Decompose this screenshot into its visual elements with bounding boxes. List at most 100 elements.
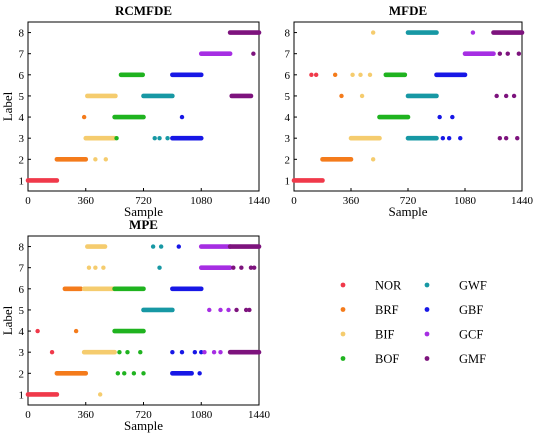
legend-label: GMF xyxy=(459,352,486,366)
data-point xyxy=(199,349,204,355)
y-tick-label: 1 xyxy=(19,175,25,187)
data-point xyxy=(247,307,252,313)
series-bif xyxy=(81,244,117,397)
legend-marker xyxy=(424,356,430,361)
y-tick-label: 7 xyxy=(19,49,25,61)
y-tick-label: 7 xyxy=(19,263,25,275)
y-tick-label: 6 xyxy=(19,284,25,296)
legend-item-bof: BOF xyxy=(340,352,399,366)
y-axis-label: Label xyxy=(0,91,15,121)
data-point xyxy=(165,135,170,141)
data-point xyxy=(179,349,185,355)
series-bif xyxy=(348,30,382,162)
y-tick-label: 6 xyxy=(19,70,25,82)
data-point xyxy=(125,349,130,355)
y-tick-label: 1 xyxy=(19,389,25,401)
data-point xyxy=(239,265,244,270)
data-point xyxy=(101,265,106,270)
data-point xyxy=(207,307,212,313)
legend-marker xyxy=(340,331,346,337)
x-tick-label: 720 xyxy=(135,195,152,207)
data-point xyxy=(35,328,40,334)
legend-item-gmf: GMF xyxy=(424,352,486,366)
legend-marker xyxy=(340,282,346,288)
series-gmf xyxy=(491,30,525,141)
y-tick-label: 2 xyxy=(19,154,25,166)
series-gbf xyxy=(170,72,204,141)
series-nor xyxy=(291,72,325,183)
data-point xyxy=(218,307,223,313)
data-point xyxy=(358,72,363,78)
data-point xyxy=(339,93,344,99)
x-tick-label: 360 xyxy=(78,195,95,207)
y-tick-label: 4 xyxy=(19,326,25,338)
data-point xyxy=(231,265,236,270)
data-point xyxy=(170,349,175,355)
legend-label: BOF xyxy=(375,352,399,366)
y-tick-label: 5 xyxy=(19,91,25,103)
data-point xyxy=(81,114,87,120)
legend-label: GCF xyxy=(459,328,483,342)
plot-frame xyxy=(27,235,260,406)
data-point xyxy=(515,135,520,141)
data-point xyxy=(179,114,185,120)
data-point xyxy=(367,72,373,78)
data-point xyxy=(503,135,509,141)
x-tick-label: 360 xyxy=(78,409,95,421)
data-point xyxy=(73,328,79,334)
y-tick-label: 2 xyxy=(285,154,291,166)
data-point xyxy=(516,51,522,56)
x-tick-label: 1440 xyxy=(248,195,271,207)
data-point xyxy=(152,135,157,141)
y-tick-label: 2 xyxy=(19,368,25,380)
data-point xyxy=(115,371,121,376)
legend-item-gcf: GCF xyxy=(424,328,483,342)
data-point xyxy=(251,51,256,56)
x-tick-label: 360 xyxy=(343,195,360,207)
data-point xyxy=(49,349,55,355)
y-axis-label: Label xyxy=(0,305,15,335)
y-tick-label: 8 xyxy=(19,28,25,40)
data-point xyxy=(226,307,231,313)
y-tick-label: 7 xyxy=(285,49,291,61)
y-tick-label: 8 xyxy=(19,242,25,254)
y-tick-label: 4 xyxy=(285,112,291,124)
data-point xyxy=(202,349,207,355)
series-brf xyxy=(320,72,354,162)
series-gmf xyxy=(227,244,262,355)
y-tick-label: 4 xyxy=(19,112,25,124)
y-tick-label: 3 xyxy=(19,347,25,359)
data-point xyxy=(158,244,164,249)
data-point xyxy=(359,93,365,99)
data-point xyxy=(243,307,249,313)
data-point xyxy=(497,135,503,141)
data-point xyxy=(150,244,156,249)
panel-mfde: MFDE 0 360 720 1080 1440 1 2 3 4 5 6 7 8 Sample xyxy=(285,3,534,219)
x-tick-label: 720 xyxy=(135,409,152,421)
series-gcf xyxy=(462,30,496,56)
data-point xyxy=(157,265,162,270)
series-bof xyxy=(112,72,146,141)
series-gcf xyxy=(198,244,233,355)
legend-label: BRF xyxy=(375,303,399,317)
legend: NOR BRF BIF BOF GWF GBF GCF GMF xyxy=(340,279,487,366)
legend-marker xyxy=(340,307,346,312)
series-gwf xyxy=(405,30,439,141)
legend-item-gwf: GWF xyxy=(424,279,487,293)
data-point xyxy=(93,265,98,270)
series-nor xyxy=(25,328,60,397)
series-gbf xyxy=(434,72,468,141)
data-point xyxy=(234,307,239,313)
chart-title: MFDE xyxy=(389,3,427,18)
legend-marker xyxy=(340,356,346,361)
data-point xyxy=(511,93,517,99)
x-tick-label: 0 xyxy=(25,409,31,421)
x-tick-label: 1440 xyxy=(511,195,534,207)
data-point xyxy=(97,392,103,397)
data-point xyxy=(86,265,92,270)
x-axis-label: Sample xyxy=(389,204,428,219)
data-point xyxy=(437,114,442,120)
data-point xyxy=(370,30,376,35)
legend-label: BIF xyxy=(375,328,395,342)
data-point xyxy=(122,371,127,376)
